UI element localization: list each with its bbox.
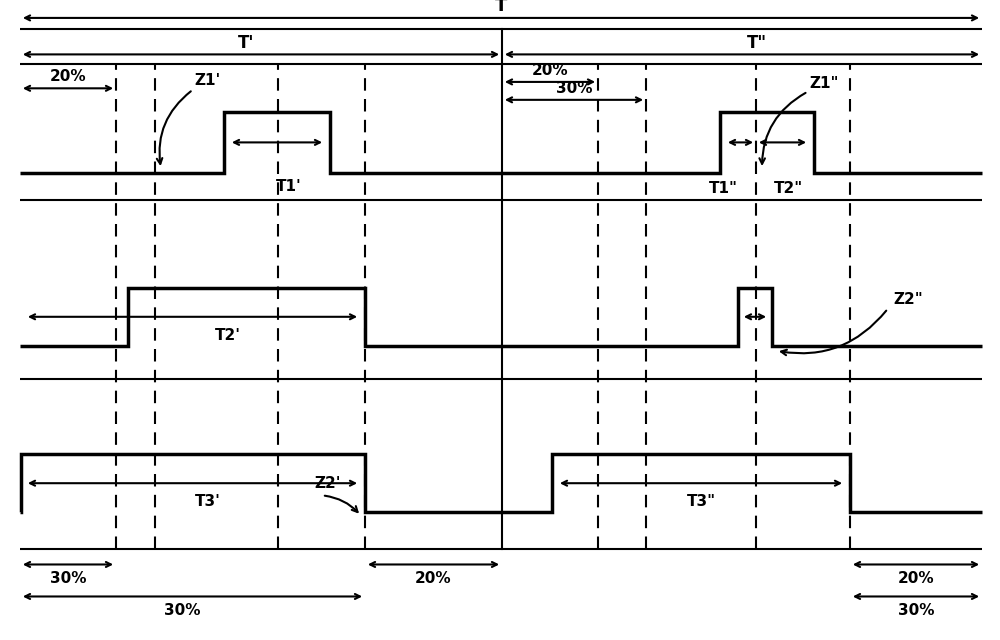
Text: 20%: 20% [532, 63, 568, 78]
Text: 30%: 30% [556, 81, 592, 96]
Text: Z2": Z2" [893, 292, 923, 307]
Text: T': T' [238, 34, 254, 52]
Text: 20%: 20% [415, 571, 452, 586]
Text: T3': T3' [195, 493, 220, 509]
Text: Z1': Z1' [194, 73, 220, 88]
Text: 30%: 30% [164, 603, 201, 618]
Text: T2": T2" [774, 180, 804, 196]
Text: 30%: 30% [50, 571, 86, 586]
Text: T1": T1" [708, 180, 738, 196]
Text: 20%: 20% [50, 69, 86, 84]
Text: T1': T1' [276, 179, 302, 195]
Text: T": T" [747, 34, 767, 52]
Text: T3": T3" [686, 493, 716, 509]
Text: 20%: 20% [898, 571, 934, 586]
Text: Z1": Z1" [809, 76, 839, 91]
Text: T: T [495, 0, 507, 15]
Text: 30%: 30% [898, 603, 934, 618]
Text: T2': T2' [214, 328, 240, 344]
Text: Z2': Z2' [315, 476, 341, 492]
